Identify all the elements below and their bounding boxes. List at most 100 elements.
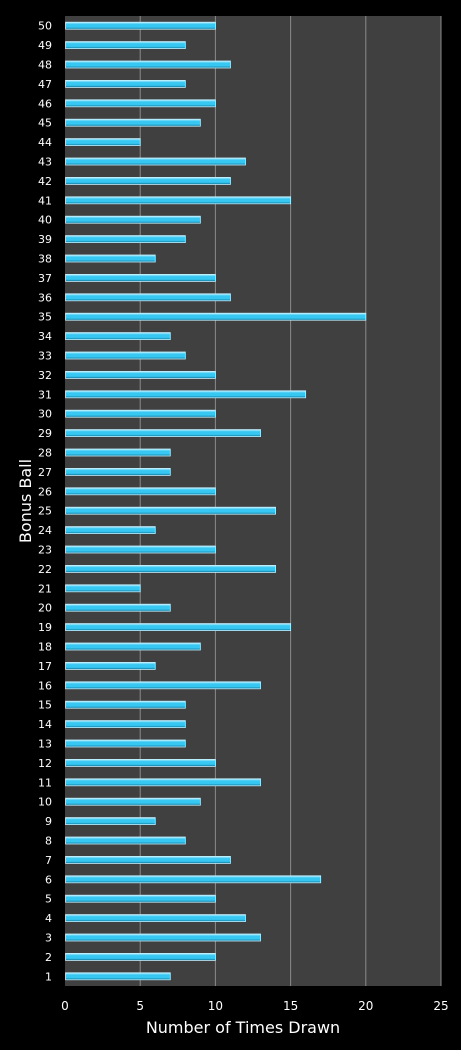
y-tick-label: 9 <box>45 815 52 828</box>
bar-34 <box>65 332 171 341</box>
y-tick-label: 1 <box>45 970 52 983</box>
y-tick-label: 45 <box>38 117 52 130</box>
bar-18 <box>65 642 201 651</box>
bar-31 <box>65 390 307 399</box>
y-tick-label: 25 <box>38 505 52 518</box>
y-tick-label: 28 <box>38 447 52 460</box>
bar-24 <box>65 526 156 534</box>
bar-13 <box>65 739 186 748</box>
y-tick-label: 32 <box>38 369 52 382</box>
y-tick-label: 14 <box>38 718 52 731</box>
y-tick-label: 29 <box>38 427 52 440</box>
bar-9 <box>65 817 156 825</box>
bar-40 <box>65 215 201 224</box>
bar-42 <box>65 176 231 185</box>
bar-50 <box>65 21 216 30</box>
bar-30 <box>65 409 216 418</box>
x-tick-label: 5 <box>136 999 144 1013</box>
bar-8 <box>65 836 186 845</box>
y-tick-label: 48 <box>38 59 52 72</box>
y-tick-label: 43 <box>38 156 52 169</box>
y-tick-label: 36 <box>38 291 52 304</box>
bar-23 <box>65 545 216 554</box>
y-tick-labels: 1234567891011121314151617181920212223242… <box>38 20 52 984</box>
x-tick-labels: 0 5 10 15 20 25 <box>61 999 448 1013</box>
bar-7 <box>65 856 231 864</box>
y-tick-label: 34 <box>38 330 52 343</box>
y-tick-label: 35 <box>38 311 52 324</box>
bar-35 <box>65 312 367 321</box>
y-tick-label: 3 <box>45 932 52 945</box>
bar-1 <box>65 972 171 981</box>
y-tick-label: 12 <box>38 757 52 770</box>
bar-2 <box>65 953 216 961</box>
bar-19 <box>65 623 292 631</box>
bar-49 <box>65 41 186 49</box>
y-tick-label: 6 <box>45 873 52 886</box>
bar-10 <box>65 797 201 806</box>
y-tick-label: 39 <box>38 233 52 246</box>
bar-5 <box>65 894 216 903</box>
y-tick-label: 13 <box>38 738 52 751</box>
bar-32 <box>65 370 216 379</box>
x-tick-label: 25 <box>433 999 448 1013</box>
bar-47 <box>65 80 186 88</box>
bars <box>65 21 367 981</box>
y-tick-label: 20 <box>38 602 52 615</box>
y-tick-label: 8 <box>45 835 52 848</box>
y-tick-label: 23 <box>38 544 52 557</box>
bar-16 <box>65 681 261 690</box>
y-tick-label: 2 <box>45 951 52 964</box>
y-tick-label: 10 <box>38 796 52 809</box>
bar-21 <box>65 584 141 593</box>
y-tick-label: 11 <box>38 776 52 789</box>
bar-44 <box>65 138 141 147</box>
x-tick-label: 20 <box>358 999 373 1013</box>
bar-45 <box>65 118 201 127</box>
y-tick-label: 31 <box>38 388 52 401</box>
y-tick-label: 26 <box>38 485 52 498</box>
bar-11 <box>65 778 261 787</box>
y-tick-label: 19 <box>38 621 52 634</box>
bar-15 <box>65 700 186 709</box>
bar-39 <box>65 235 186 244</box>
bar-17 <box>65 662 156 670</box>
bar-41 <box>65 196 292 205</box>
bar-12 <box>65 759 216 767</box>
bar-4 <box>65 914 246 922</box>
y-tick-label: 42 <box>38 175 52 188</box>
bar-14 <box>65 720 186 728</box>
y-tick-label: 17 <box>38 660 52 673</box>
bar-46 <box>65 99 216 108</box>
y-tick-label: 27 <box>38 466 52 479</box>
bar-20 <box>65 603 171 612</box>
y-tick-label: 4 <box>45 912 52 925</box>
y-tick-label: 40 <box>38 214 52 227</box>
bar-25 <box>65 506 276 515</box>
bar-29 <box>65 429 261 438</box>
y-tick-label: 16 <box>38 679 52 692</box>
y-tick-label: 22 <box>38 563 52 576</box>
x-tick-label: 0 <box>61 999 69 1013</box>
bar-27 <box>65 467 171 476</box>
y-tick-label: 15 <box>38 699 52 712</box>
y-tick-label: 37 <box>38 272 52 285</box>
bar-6 <box>65 875 322 884</box>
bar-22 <box>65 565 276 573</box>
y-tick-label: 21 <box>38 582 52 595</box>
bar-38 <box>65 254 156 263</box>
y-axis-title: Bonus Ball <box>16 459 35 543</box>
y-tick-label: 47 <box>38 78 52 91</box>
bar-3 <box>65 933 261 942</box>
bar-28 <box>65 448 171 457</box>
y-tick-label: 46 <box>38 97 52 110</box>
y-tick-label: 18 <box>38 641 52 654</box>
y-tick-label: 7 <box>45 854 52 867</box>
y-tick-label: 44 <box>38 136 52 149</box>
bar-43 <box>65 157 246 166</box>
y-tick-label: 41 <box>38 194 52 207</box>
x-axis-title: Number of Times Drawn <box>146 1018 340 1037</box>
bar-48 <box>65 60 231 69</box>
x-tick-label: 15 <box>283 999 298 1013</box>
y-tick-label: 33 <box>38 350 52 363</box>
